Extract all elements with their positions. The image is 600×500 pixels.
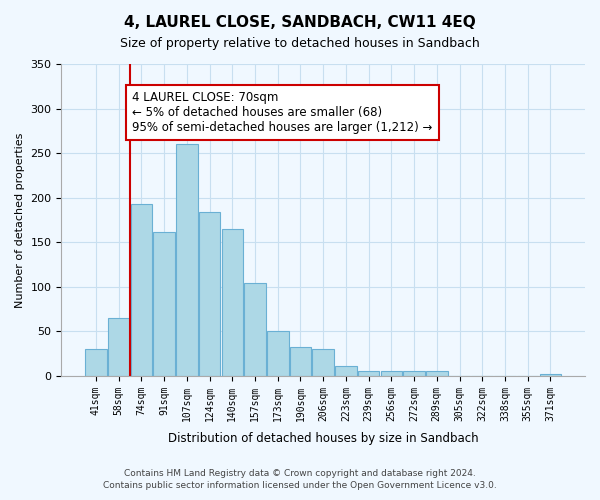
Text: 4 LAUREL CLOSE: 70sqm
← 5% of detached houses are smaller (68)
95% of semi-detac: 4 LAUREL CLOSE: 70sqm ← 5% of detached h… [133,90,433,134]
Bar [176,144,197,376]
Bar [313,349,334,376]
Bar [221,229,243,376]
Bar [108,318,130,376]
Bar [426,372,448,376]
Bar [244,283,266,376]
Bar [380,372,402,376]
Bar [267,332,289,376]
Bar [131,204,152,376]
Text: 4, LAUREL CLOSE, SANDBACH, CW11 4EQ: 4, LAUREL CLOSE, SANDBACH, CW11 4EQ [124,15,476,30]
Bar [85,349,107,376]
Bar [199,212,220,376]
X-axis label: Distribution of detached houses by size in Sandbach: Distribution of detached houses by size … [168,432,479,445]
Bar [358,372,379,376]
Bar [403,372,425,376]
Bar [335,366,357,376]
Bar [154,232,175,376]
Y-axis label: Number of detached properties: Number of detached properties [15,132,25,308]
Bar [290,346,311,376]
Bar [539,374,561,376]
Text: Size of property relative to detached houses in Sandbach: Size of property relative to detached ho… [120,38,480,51]
Text: Contains HM Land Registry data © Crown copyright and database right 2024.
Contai: Contains HM Land Registry data © Crown c… [103,468,497,490]
